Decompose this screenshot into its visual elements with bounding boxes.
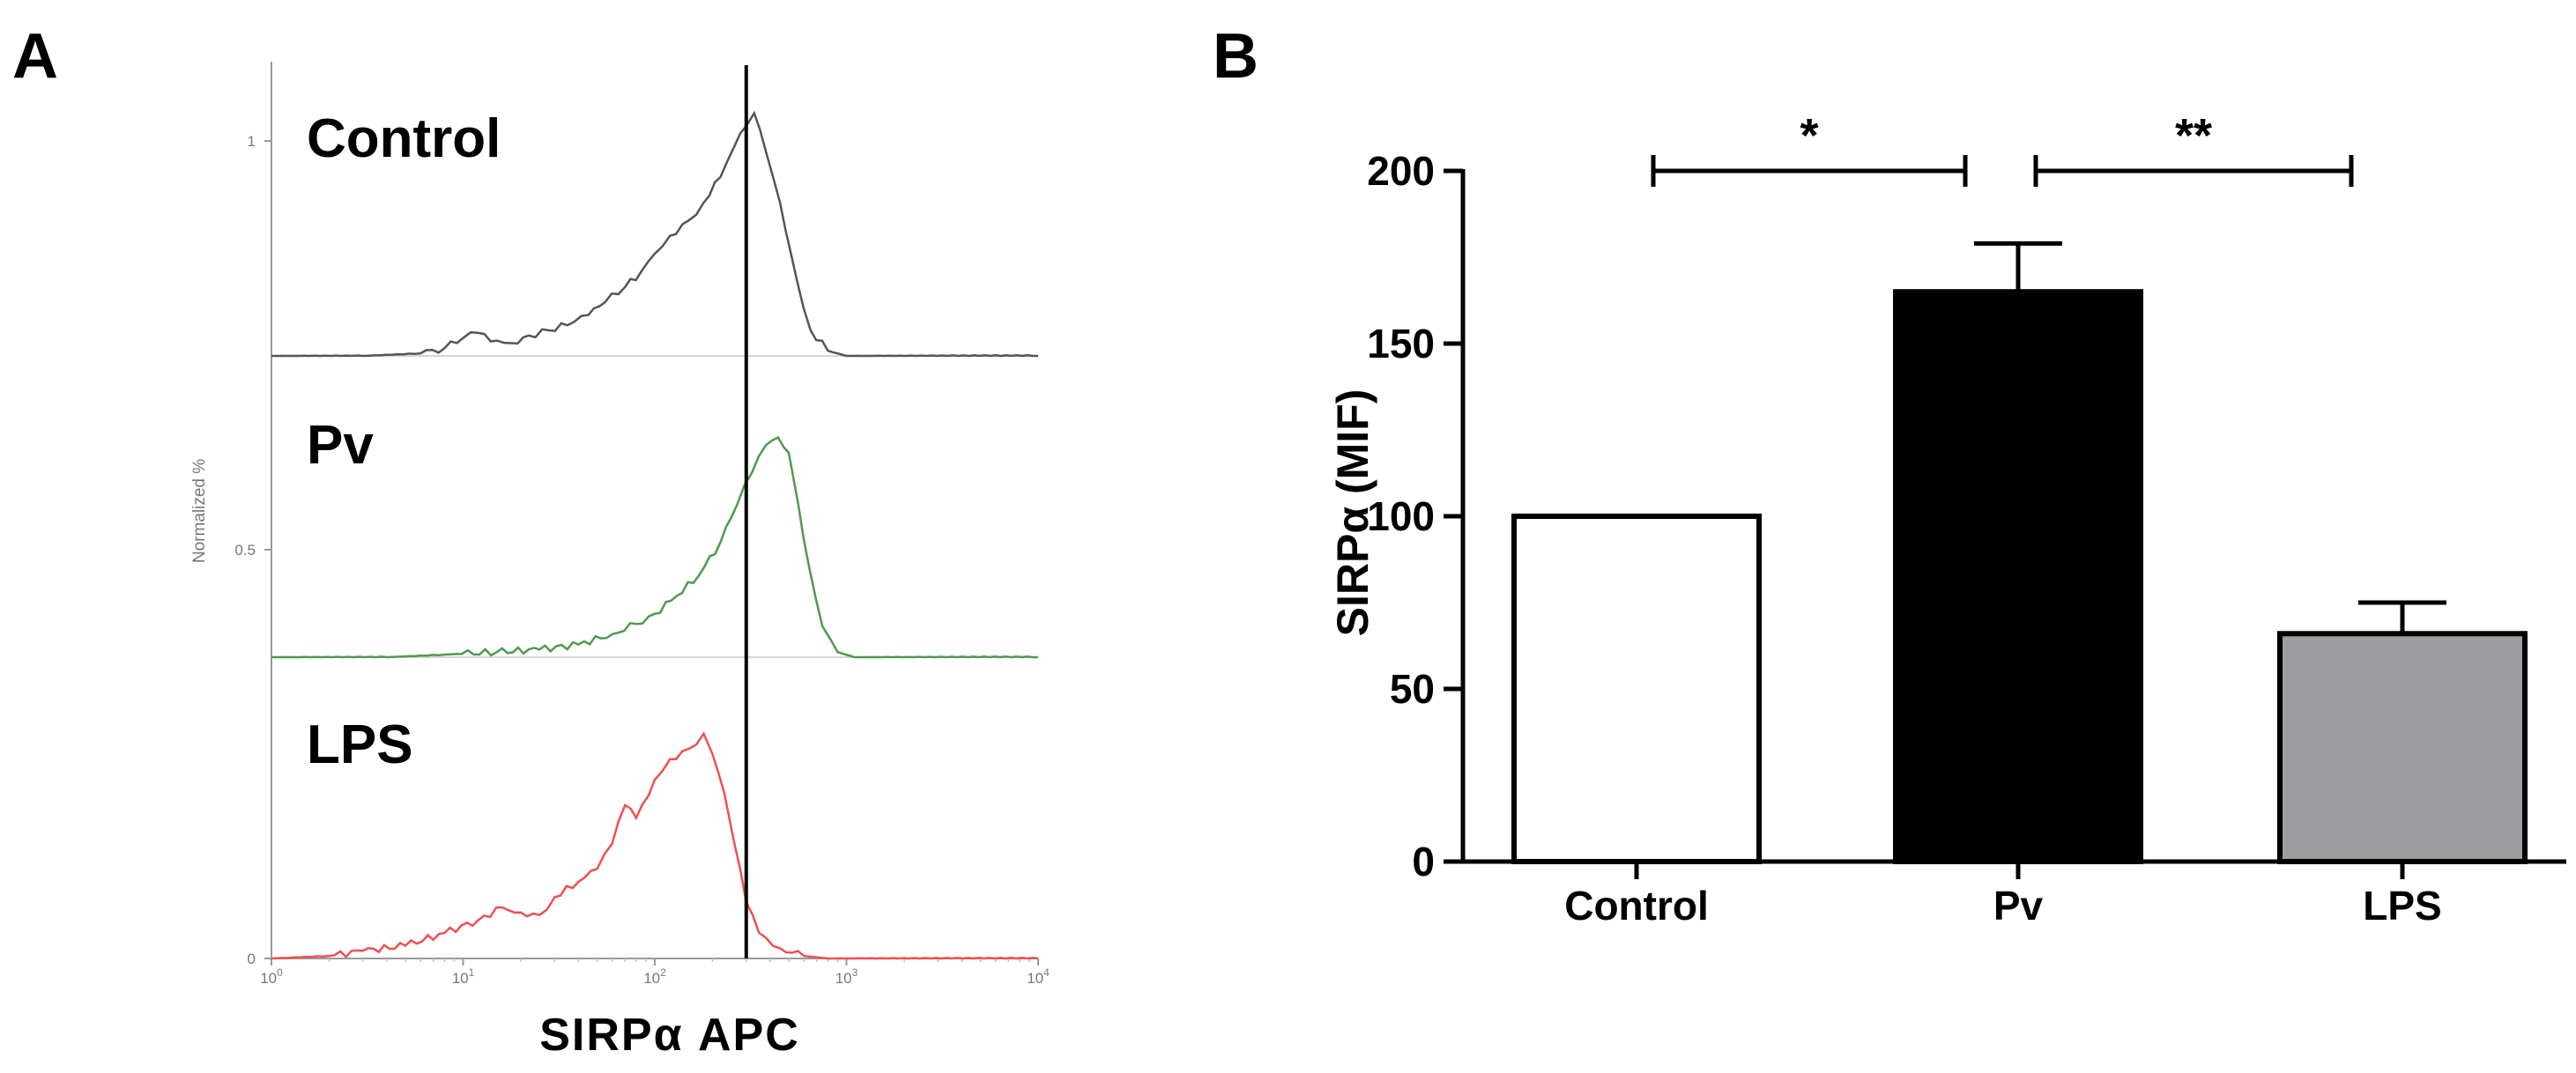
histogram-curve-control	[271, 110, 1038, 358]
histogram-x-axis-label: SIRPα APC	[539, 1010, 800, 1061]
histogram-x-ticks: 100 101 102 103 104	[260, 958, 1050, 987]
control-label: Control	[307, 108, 501, 169]
bar-category-label: Control	[1564, 883, 1709, 929]
panel-b-label: B	[1213, 21, 1258, 92]
histogram-y-tick-label: 0	[248, 951, 256, 967]
histogram-x-tick-label: 101	[452, 966, 475, 987]
histogram-x-tick-label: 103	[835, 966, 858, 987]
histogram-series	[271, 110, 1039, 960]
histogram-y-axis-label: Normalized %	[190, 459, 209, 563]
bar-pv	[1893, 289, 2143, 864]
significance-label: **	[2175, 109, 2212, 162]
histogram-x-tick-label: 104	[1027, 966, 1050, 987]
bar-y-tick-label: 0	[1412, 839, 1435, 884]
histogram-y-tick-label: 1	[248, 133, 256, 150]
bar-marks	[1511, 240, 2528, 865]
significance-label: *	[1800, 109, 1818, 162]
bar-category-label: Pv	[1993, 883, 2044, 929]
histogram-plot-area: 1 0.5 0 Normalized % 100 101 102 103 104 Con…	[190, 62, 1050, 987]
lps-label: LPS	[307, 714, 413, 775]
bar-category-label: LPS	[2363, 883, 2441, 929]
histogram-x-tick-label: 100	[260, 966, 283, 987]
histogram-curve-lps	[271, 731, 1039, 960]
bar-control	[1511, 514, 1762, 864]
significance-brackets: * **	[1651, 109, 2354, 187]
bar-y-axis-label: SIRPα (MIF)	[1328, 389, 1377, 637]
panel-a-label: A	[12, 21, 58, 92]
pv-label: Pv	[307, 415, 374, 476]
bar-y-tick-label: 150	[1367, 321, 1435, 366]
histogram-curve-pv	[271, 435, 1038, 659]
histogram-x-tick-label: 102	[643, 966, 666, 987]
histogram-y-tick-label: 0.5	[234, 542, 256, 559]
bar-y-tick-label: 100	[1367, 493, 1435, 539]
bar-y-tick-label: 50	[1390, 666, 1435, 712]
bar-y-tick-label: 200	[1367, 148, 1435, 194]
bar-lps	[2277, 631, 2528, 865]
